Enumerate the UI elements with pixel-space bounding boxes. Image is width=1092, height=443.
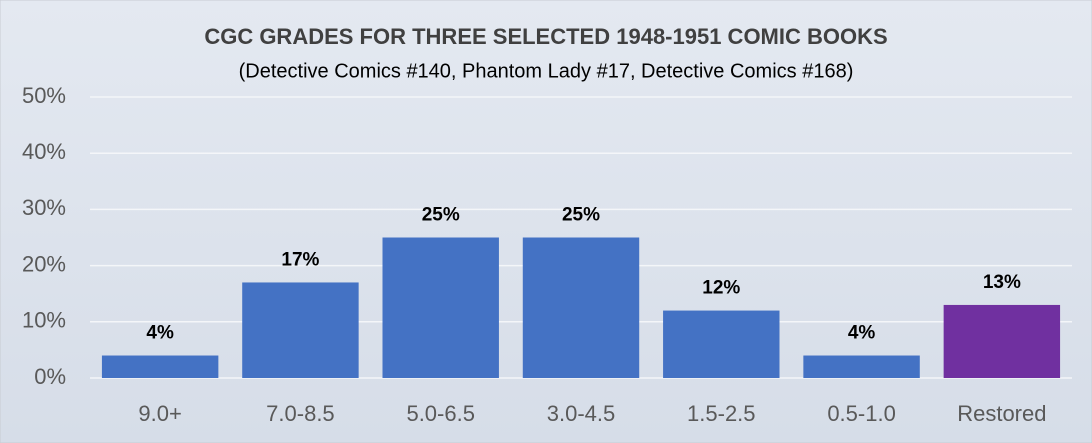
bar (803, 355, 920, 378)
bar (663, 310, 780, 378)
x-tick-label: 5.0-6.5 (406, 401, 475, 426)
y-tick-label: 50% (22, 83, 66, 108)
y-tick-label: 30% (22, 195, 66, 220)
value-label: 25% (422, 205, 460, 226)
x-tick-label: 1.5-2.5 (687, 401, 756, 426)
bar (522, 237, 640, 378)
bar (101, 355, 219, 378)
bar (242, 282, 359, 378)
y-tick-label: 0% (34, 364, 66, 389)
chart-title: CGC GRADES FOR THREE SELECTED 1948-1951 … (204, 24, 887, 49)
value-label: 17% (281, 249, 319, 270)
value-label: 4% (146, 323, 174, 344)
x-tick-label: 7.0-8.5 (266, 401, 335, 426)
bar (943, 304, 1061, 378)
value-label: 4% (848, 323, 876, 344)
value-label: 12% (702, 278, 740, 299)
value-label: 13% (983, 272, 1021, 293)
x-tick-label: 0.5-1.0 (827, 401, 896, 426)
bar (382, 237, 499, 378)
y-tick-label: 20% (22, 251, 66, 276)
value-label: 25% (562, 205, 600, 226)
x-tick-label: Restored (957, 401, 1046, 426)
x-tick-label: 9.0+ (138, 401, 181, 426)
y-tick-label: 10% (22, 308, 66, 333)
x-tick-label: 3.0-4.5 (547, 401, 616, 426)
chart-subtitle: (Detective Comics #140, Phantom Lady #17… (239, 60, 854, 82)
y-tick-label: 40% (22, 139, 66, 164)
